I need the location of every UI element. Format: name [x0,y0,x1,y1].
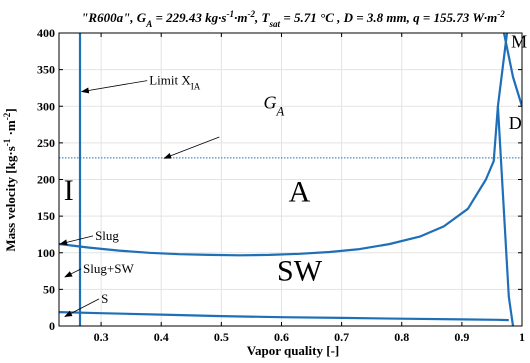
y-tick-label: 100 [37,246,55,260]
x-tick-label: 0.6 [274,330,289,344]
region-label-d: D [509,113,522,133]
chart-title: "R600a", GA = 229.43 kg·s-1·m-2, Tsat = … [81,9,505,29]
region-label-m: M [511,32,527,52]
y-tick-label: 250 [37,136,55,150]
y-tick-label: 350 [37,63,55,77]
series-group [59,33,522,326]
y-tick-label: 0 [49,319,55,333]
y-tick-label: 50 [43,282,55,296]
annotation-arrow [163,136,220,159]
ticks-group: 0.3 0.4 0.5 0.6 0.7 0.8 0.9 1 0 50 100 150 200 250 300… [37,26,525,344]
x-tick-label: 1 [519,330,525,344]
x-tick-label: 0.5 [214,330,229,344]
x-tick-label: 0.3 [94,330,109,344]
x-tick-label: 0.9 [454,330,469,344]
y-tick-label: 150 [37,209,55,223]
annotations: Limit XIA Slug Slug+SW S [59,73,220,317]
annotation-arrow [59,235,94,246]
y-axis-label: Mass velocity [kg·s-1 ·m-2] [2,108,18,251]
annotation-arrow [64,298,100,317]
x-tick-label: 0.8 [394,330,409,344]
annotation-text: Slug [95,228,119,243]
x-tick-label: 0.4 [154,330,169,344]
series-m_branch [502,33,522,107]
series-d_right [496,106,515,326]
ga-label: GA [263,92,284,118]
x-tick-label: 0.7 [334,330,349,344]
y-tick-label: 400 [37,26,55,40]
annotation-text: S [101,291,108,306]
region-label-a: A [289,175,311,208]
region-label-sw: SW [277,255,323,288]
annotation-arrow [80,80,148,94]
annotation-arrow [64,268,82,278]
region-label-i: I [64,174,74,207]
series-sw_s [59,311,509,322]
x-axis-label: Vapor quality [-] [247,343,339,358]
y-tick-label: 300 [37,99,55,113]
y-tick-label: 200 [37,173,55,187]
series-slug_sw [59,33,509,257]
annotation-text: Slug+SW [83,261,134,276]
annotation-text: Limit XIA [149,73,201,92]
region-labels: I A SW D M GA [64,32,527,288]
